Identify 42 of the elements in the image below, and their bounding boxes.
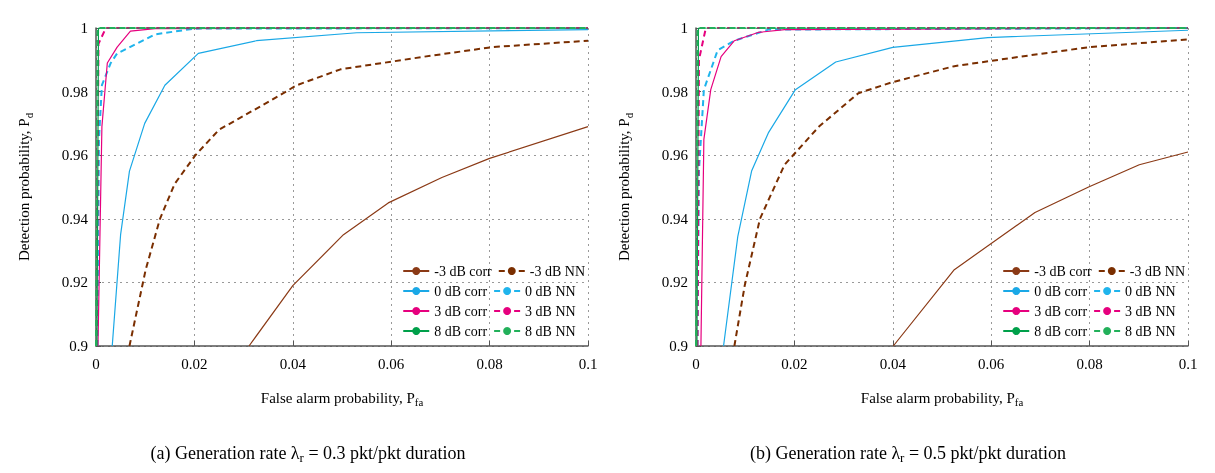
x-tick-label: 0.02: [181, 355, 208, 372]
x-tick-label: 0.04: [879, 355, 907, 372]
legend-label: 8 dB NN: [1125, 323, 1176, 339]
x-tick-label: 0.06: [378, 355, 405, 372]
x-tick-label: 0.02: [781, 355, 808, 372]
y-tick-label: 0.92: [661, 274, 688, 291]
y-tick-label: 0.98: [661, 83, 688, 100]
legend-label: 8 dB corr: [1034, 323, 1088, 339]
x-tick-label: 0.06: [978, 355, 1005, 372]
y-tick-label: 0.92: [61, 274, 88, 291]
y-tick-label: 1: [680, 20, 688, 36]
x-tick-label: 0.08: [1076, 355, 1103, 372]
x-tick-label: 0.1: [1178, 355, 1198, 372]
y-tick-label: 0.9: [669, 338, 688, 354]
y-tick-label: 0.94: [61, 210, 89, 227]
legend-label: -3 dB NN: [529, 263, 586, 279]
x-tick-label: 0.08: [476, 355, 503, 372]
legend-label: 0 dB NN: [525, 283, 576, 299]
y-tick-label: 0.94: [661, 210, 689, 227]
y-tick-label: 0.96: [61, 147, 89, 164]
legend-label: 3 dB corr: [434, 303, 488, 319]
y-axis-title: Detection probability, Pd: [616, 112, 635, 262]
y-tick-label: 0.98: [61, 83, 88, 100]
x-tick-label: 0.04: [279, 355, 307, 372]
x-tick-label: 0: [92, 355, 100, 372]
legend-label: 0 dB corr: [434, 283, 488, 299]
legend-label: 8 dB corr: [434, 323, 488, 339]
y-tick-label: 0.96: [661, 147, 689, 164]
legend-label: 3 dB NN: [525, 303, 576, 319]
legend-label: 8 dB NN: [525, 323, 576, 339]
legend-label: 0 dB NN: [1125, 283, 1176, 299]
y-tick-label: 1: [80, 20, 88, 36]
x-tick-label: 0: [692, 355, 700, 372]
y-tick-label: 0.9: [69, 338, 88, 354]
legend-label: -3 dB corr: [434, 263, 493, 279]
x-tick-label: 0.1: [578, 355, 598, 372]
legend-label: 3 dB corr: [1034, 303, 1088, 319]
legend-label: 0 dB corr: [1034, 283, 1088, 299]
legend-label: -3 dB NN: [1129, 263, 1186, 279]
y-axis-title: Detection probability, Pd: [16, 112, 35, 262]
legend-label: -3 dB corr: [1034, 263, 1093, 279]
legend-label: 3 dB NN: [1125, 303, 1176, 319]
